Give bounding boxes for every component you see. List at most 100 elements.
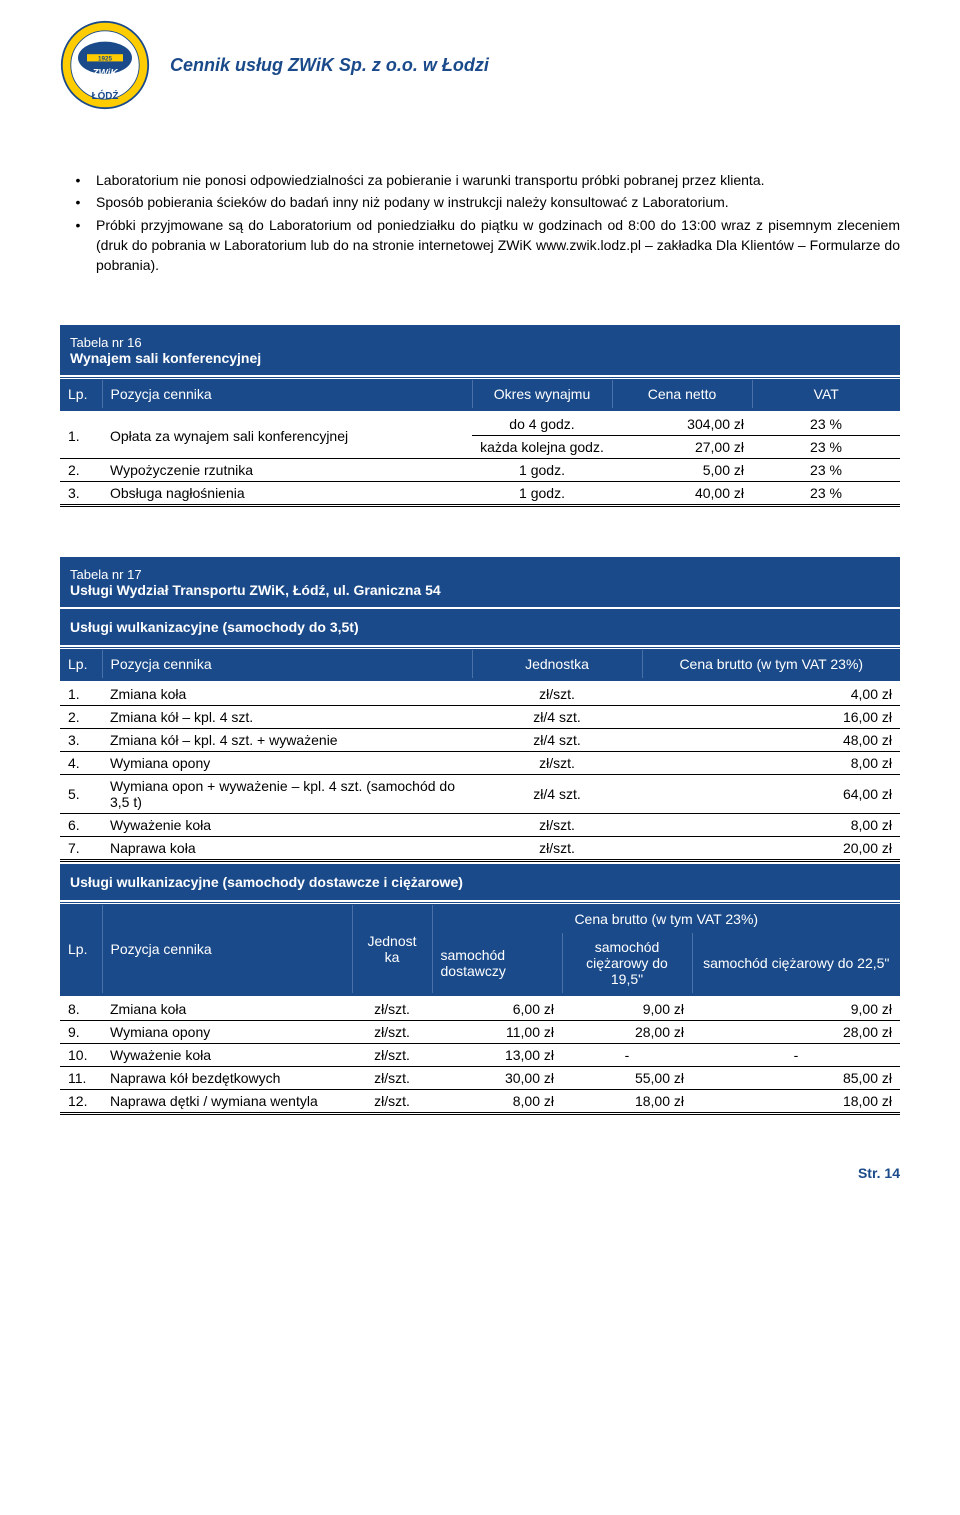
cell-name: Zmiana koła <box>102 683 472 706</box>
col-pozycja: Pozycja cennika <box>102 904 352 995</box>
table-subtitle: Usługi wulkanizacyjne (samochody dostawc… <box>60 864 900 900</box>
cell-name: Opłata za wynajem sali konferencyjnej <box>102 413 472 459</box>
bullet-text: Sposób pobierania ścieków do badań inny … <box>96 192 900 212</box>
table-header: Lp. Pozycja cennika Jednost ka Cena brut… <box>60 902 900 996</box>
cell-lp: 11. <box>60 1067 102 1090</box>
table-body: 1. Opłata za wynajem sali konferencyjnej… <box>60 413 900 507</box>
cell-p1: 11,00 zł <box>432 1021 562 1044</box>
cell-p3: - <box>692 1044 900 1067</box>
cell-p1: 8,00 zł <box>432 1090 562 1114</box>
cell-name: Naprawa kół bezdętkowych <box>102 1067 352 1090</box>
cell-price: 5,00 zł <box>612 459 752 482</box>
cell-p1: 13,00 zł <box>432 1044 562 1067</box>
cell-lp: 6. <box>60 814 102 837</box>
bullet-icon: • <box>60 192 96 212</box>
col-lp: Lp. <box>60 649 102 680</box>
cell-name: Zmiana koła <box>102 998 352 1021</box>
cell-lp: 1. <box>60 683 102 706</box>
cell-lp: 10. <box>60 1044 102 1067</box>
col-ciezarowy-22: samochód ciężarowy do 22,5" <box>692 933 900 995</box>
cell-lp: 3. <box>60 729 102 752</box>
cell-lp: 4. <box>60 752 102 775</box>
cell-unit: zł/4 szt. <box>472 775 642 814</box>
table-body: 8.Zmiana kołazł/szt.6,00 zł9,00 zł9,00 z… <box>60 998 900 1115</box>
list-item: • Sposób pobierania ścieków do badań inn… <box>60 192 900 212</box>
table-row: 5.Wymiana opon + wyważenie – kpl. 4 szt.… <box>60 775 900 814</box>
cell-price: 64,00 zł <box>642 775 900 814</box>
bullet-text: Próbki przyjmowane są do Laboratorium od… <box>96 215 900 276</box>
cell-unit: zł/szt. <box>472 683 642 706</box>
cell-unit: zł/szt. <box>352 1021 432 1044</box>
table-row: 8.Zmiana kołazł/szt.6,00 zł9,00 zł9,00 z… <box>60 998 900 1021</box>
cell-lp: 5. <box>60 775 102 814</box>
bullet-icon: • <box>60 170 96 190</box>
cell-p1: 30,00 zł <box>432 1067 562 1090</box>
cell-p2: 28,00 zł <box>562 1021 692 1044</box>
cell-name: Wyważenie koła <box>102 814 472 837</box>
table-body: 1.Zmiana kołazł/szt.4,00 zł2.Zmiana kół … <box>60 683 900 862</box>
col-pozycja: Pozycja cennika <box>102 649 472 680</box>
table-row: 10.Wyważenie kołazł/szt.13,00 zł-- <box>60 1044 900 1067</box>
table-row: 2. Wypożyczenie rzutnika 1 godz. 5,00 zł… <box>60 459 900 482</box>
cell-unit: 1 godz. <box>472 482 612 506</box>
svg-text:1925: 1925 <box>98 56 113 63</box>
col-cena: Cena brutto (w tym VAT 23%) <box>642 649 900 680</box>
cell-unit: zł/szt. <box>352 1044 432 1067</box>
cell-vat: 23 % <box>752 436 900 459</box>
table-row: 3.Zmiana kół – kpl. 4 szt. + wyważeniezł… <box>60 729 900 752</box>
table-row: 1. Opłata za wynajem sali konferencyjnej… <box>60 413 900 436</box>
col-dostawczy: samochód dostawczy <box>432 933 562 995</box>
table-16: Tabela nr 16 Wynajem sali konferencyjnej… <box>60 325 900 507</box>
cell-name: Naprawa dętki / wymiana wentyla <box>102 1090 352 1114</box>
cell-p2: 55,00 zł <box>562 1067 692 1090</box>
cell-name: Wymiana opon + wyważenie – kpl. 4 szt. (… <box>102 775 472 814</box>
cell-name: Wymiana opony <box>102 1021 352 1044</box>
cell-name: Naprawa koła <box>102 837 472 861</box>
cell-unit: zł/szt. <box>472 837 642 861</box>
page-footer: Str. 14 <box>60 1165 900 1181</box>
col-ciezarowy-19: samochód ciężarowy do 19,5" <box>562 933 692 995</box>
cell-p3: 28,00 zł <box>692 1021 900 1044</box>
cell-name: Obsługa nagłośnienia <box>102 482 472 506</box>
cell-lp: 9. <box>60 1021 102 1044</box>
table-row: 6.Wyważenie kołazł/szt.8,00 zł <box>60 814 900 837</box>
cell-lp: 2. <box>60 459 102 482</box>
table-row: 11.Naprawa kół bezdętkowychzł/szt.30,00 … <box>60 1067 900 1090</box>
cell-vat: 23 % <box>752 413 900 436</box>
bullet-list: • Laboratorium nie ponosi odpowiedzialno… <box>60 170 900 275</box>
cell-unit: zł/szt. <box>352 998 432 1021</box>
col-lp: Lp. <box>60 379 102 410</box>
cell-lp: 1. <box>60 413 102 459</box>
cell-vat: 23 % <box>752 459 900 482</box>
cell-p2: 9,00 zł <box>562 998 692 1021</box>
cell-p1: 6,00 zł <box>432 998 562 1021</box>
col-cena-group: Cena brutto (w tym VAT 23%) <box>432 904 900 934</box>
table-title-bar: Tabela nr 16 Wynajem sali konferencyjnej <box>60 325 900 375</box>
table-title: Usługi Wydział Transportu ZWiK, Łódź, ul… <box>70 582 441 598</box>
table-row: 4.Wymiana oponyzł/szt.8,00 zł <box>60 752 900 775</box>
table-row: 7.Naprawa kołazł/szt.20,00 zł <box>60 837 900 861</box>
table-row: 2.Zmiana kół – kpl. 4 szt.zł/4 szt.16,00… <box>60 706 900 729</box>
cell-p3: 85,00 zł <box>692 1067 900 1090</box>
cell-name: Zmiana kół – kpl. 4 szt. <box>102 706 472 729</box>
cell-price: 27,00 zł <box>612 436 752 459</box>
table-17: Tabela nr 17 Usługi Wydział Transportu Z… <box>60 557 900 1115</box>
cell-price: 8,00 zł <box>642 752 900 775</box>
cell-lp: 12. <box>60 1090 102 1114</box>
col-pozycja: Pozycja cennika <box>102 379 472 410</box>
table-subtitle: Usługi wulkanizacyjne (samochody do 3,5t… <box>60 609 900 645</box>
cell-price: 48,00 zł <box>642 729 900 752</box>
cell-unit: każda kolejna godz. <box>472 436 612 459</box>
cell-unit: zł/4 szt. <box>472 706 642 729</box>
zwik-logo: 1925 ZWiK ŁÓDŹ <box>60 20 150 110</box>
cell-price: 16,00 zł <box>642 706 900 729</box>
cell-lp: 3. <box>60 482 102 506</box>
table-title-bar: Tabela nr 17 Usługi Wydział Transportu Z… <box>60 557 900 607</box>
list-item: • Próbki przyjmowane są do Laboratorium … <box>60 215 900 276</box>
bullet-icon: • <box>60 215 96 276</box>
cell-price: 40,00 zł <box>612 482 752 506</box>
cell-lp: 2. <box>60 706 102 729</box>
col-okres: Okres wynajmu <box>472 379 612 410</box>
cell-p3: 9,00 zł <box>692 998 900 1021</box>
cell-price: 304,00 zł <box>612 413 752 436</box>
